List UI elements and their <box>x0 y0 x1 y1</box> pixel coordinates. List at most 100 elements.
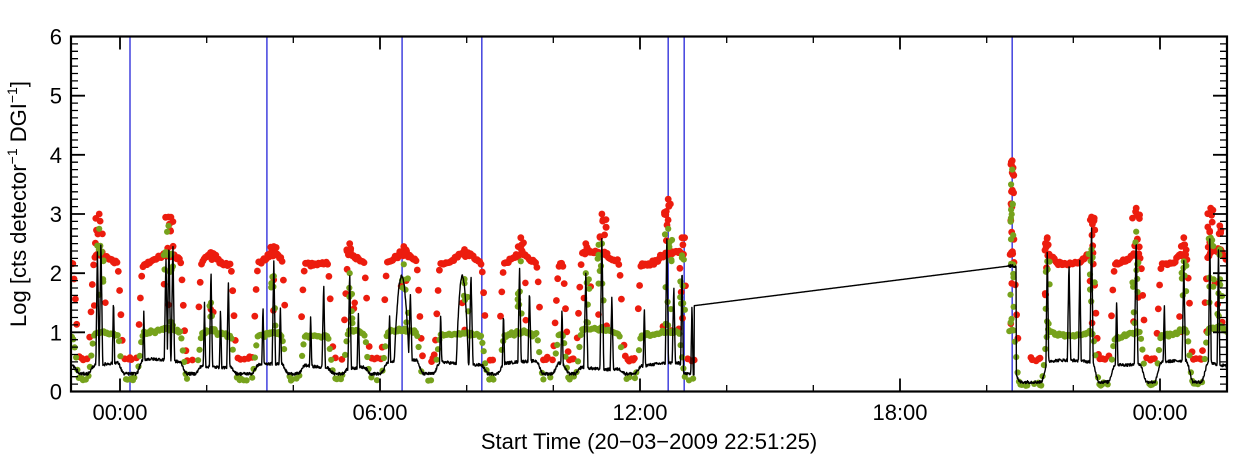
green-data-point <box>382 343 389 350</box>
red-data-point <box>517 234 525 242</box>
green-data-point <box>480 348 487 355</box>
red-data-point <box>229 287 237 295</box>
red-data-point <box>351 299 359 307</box>
green-data-point <box>403 319 410 326</box>
red-data-point <box>299 286 307 294</box>
red-data-point <box>662 211 670 219</box>
green-data-point <box>552 350 559 357</box>
red-data-point <box>582 240 590 248</box>
y-tick-label: 0 <box>50 380 62 405</box>
green-data-point <box>1091 279 1098 286</box>
red-data-point <box>419 352 426 360</box>
red-data-point <box>497 312 504 320</box>
green-data-point <box>89 340 96 347</box>
red-data-point <box>1132 204 1140 212</box>
red-data-point <box>664 216 672 224</box>
green-data-point <box>1201 355 1208 363</box>
red-data-point <box>300 267 308 275</box>
green-data-point <box>626 374 633 381</box>
red-data-point <box>1207 204 1215 212</box>
green-data-point <box>299 352 306 359</box>
x-tick-label: 00:00 <box>1132 400 1187 425</box>
red-data-point <box>324 260 331 268</box>
green-data-point <box>1009 166 1016 173</box>
green-data-point <box>1090 338 1097 345</box>
red-data-point <box>569 355 577 363</box>
green-data-point <box>362 339 369 346</box>
red-data-point <box>1108 312 1115 320</box>
green-data-point <box>1007 215 1015 222</box>
red-data-point <box>412 257 420 265</box>
red-data-point <box>1109 286 1117 294</box>
red-data-point <box>138 272 146 280</box>
green-data-point <box>427 377 435 384</box>
red-data-point <box>1140 316 1148 324</box>
red-data-point <box>1156 281 1163 289</box>
green-data-point <box>1137 335 1145 342</box>
red-data-point <box>1208 211 1215 219</box>
red-data-point <box>347 247 354 255</box>
red-data-point <box>1088 213 1095 221</box>
red-data-point <box>576 283 584 291</box>
green-data-point <box>667 306 675 313</box>
green-data-point <box>400 261 407 268</box>
red-data-point <box>207 249 215 256</box>
green-data-point <box>73 354 80 361</box>
green-data-point <box>477 332 485 340</box>
green-data-point <box>678 354 686 361</box>
red-data-point <box>430 351 438 359</box>
red-data-point <box>551 319 559 327</box>
green-data-point <box>433 356 440 363</box>
green-data-point <box>1010 274 1017 281</box>
red-data-point <box>634 305 642 313</box>
red-data-point <box>326 295 334 303</box>
red-data-point <box>562 305 569 313</box>
green-data-point <box>595 251 602 258</box>
green-data-point <box>616 333 623 340</box>
green-data-point <box>1133 228 1140 235</box>
red-data-point <box>679 241 687 249</box>
red-data-point <box>195 303 203 311</box>
red-data-point <box>1216 222 1224 230</box>
green-data-point <box>577 332 584 339</box>
red-data-point <box>400 243 408 250</box>
y-tick-label: 3 <box>50 202 62 227</box>
green-data-point <box>251 354 258 361</box>
red-data-point <box>599 217 607 225</box>
green-data-point <box>533 330 540 337</box>
red-data-point <box>178 276 186 284</box>
green-data-point <box>1008 181 1015 188</box>
red-data-point <box>360 259 368 266</box>
red-data-point <box>271 250 279 257</box>
red-data-point <box>536 303 543 311</box>
green-data-point <box>690 375 697 382</box>
red-data-point <box>522 316 530 324</box>
red-data-point <box>1092 309 1100 317</box>
green-data-point <box>678 252 686 259</box>
red-data-point <box>90 261 97 269</box>
green-data-point <box>1008 206 1015 213</box>
chart-generated-content: 00:00 06:00 12:00 18:00 00:00 0 1 2 3 4 5 6 <box>50 25 1229 425</box>
red-data-point <box>1008 157 1016 165</box>
green-data-point <box>631 375 639 382</box>
red-data-point <box>522 279 529 287</box>
green-data-point <box>665 225 672 232</box>
green-data-point <box>596 325 603 332</box>
green-scatter-series <box>71 166 1227 389</box>
green-data-point <box>1207 234 1214 241</box>
red-data-point <box>381 296 389 304</box>
green-data-point <box>281 346 288 353</box>
green-data-point <box>1185 338 1192 345</box>
green-data-point <box>1042 345 1049 353</box>
green-data-point <box>1008 315 1015 322</box>
green-data-point <box>177 328 184 335</box>
red-data-point <box>1206 227 1214 235</box>
red-data-point <box>602 223 610 231</box>
green-data-point <box>1007 291 1014 298</box>
red-data-point <box>278 258 286 265</box>
red-data-point <box>1138 265 1145 273</box>
green-data-point <box>197 335 204 342</box>
red-data-point <box>413 266 421 274</box>
green-data-point <box>136 352 143 359</box>
green-data-point <box>1038 382 1045 389</box>
